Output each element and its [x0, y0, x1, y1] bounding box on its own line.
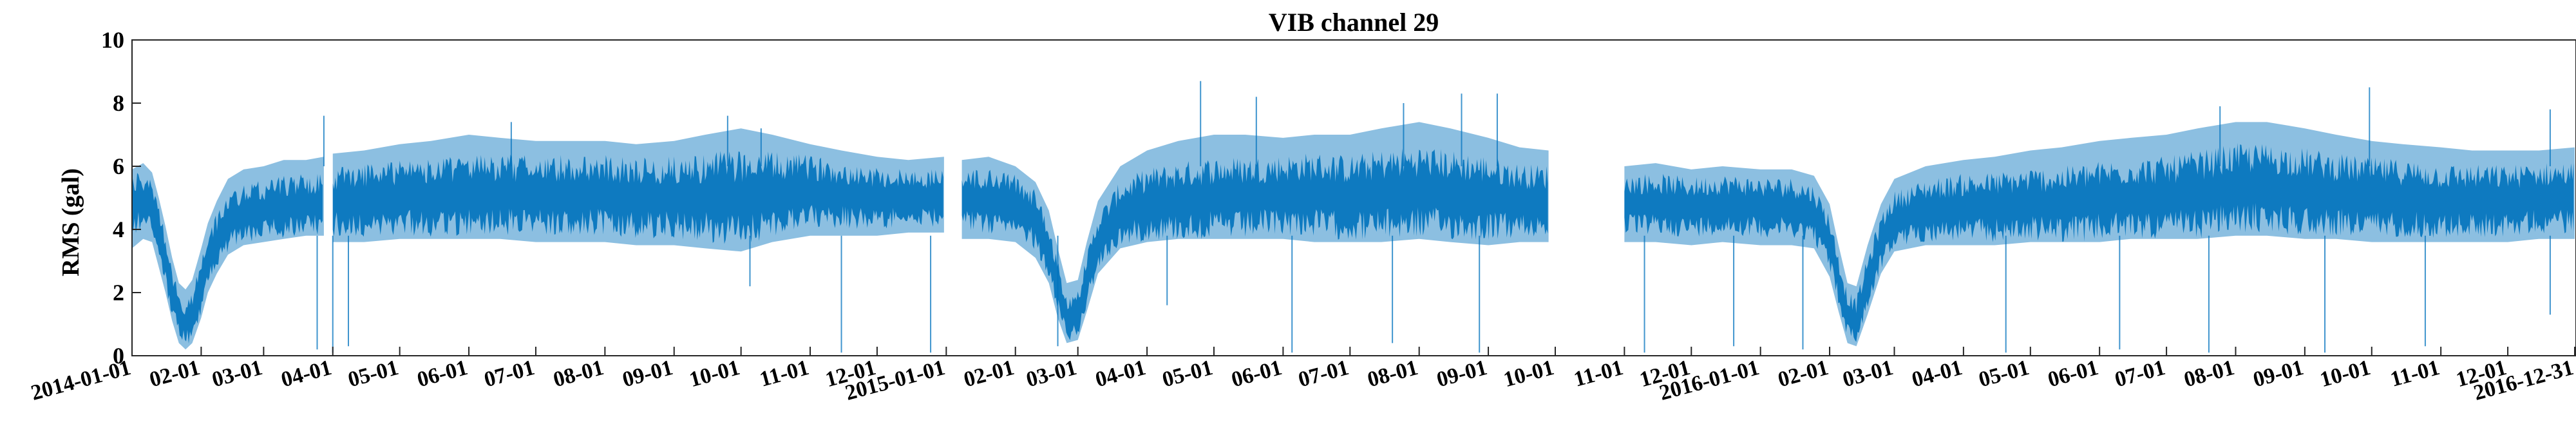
x-tick-label-15: 03-01 [1024, 356, 1079, 392]
x-tick-label-34: 10-01 [2318, 356, 2373, 392]
series-band-segment-3 [961, 122, 1549, 343]
chart-title: VIB channel 29 [1269, 8, 1439, 37]
x-tick-label-22: 10-01 [1501, 356, 1557, 392]
x-tick-label-16: 04-01 [1093, 356, 1148, 392]
x-tick-label-10: 10-01 [687, 356, 743, 392]
y-tick-label-4: 4 [113, 217, 124, 242]
series-dips [316, 235, 2551, 353]
x-tick-label-21: 09-01 [1434, 356, 1490, 392]
plot-area-frame [131, 39, 2576, 356]
x-tick-label-14: 02-01 [961, 356, 1017, 392]
x-tick-label-27: 03-01 [1840, 356, 1895, 392]
x-tick-label-6: 06-01 [415, 356, 470, 392]
x-tick-label-26: 02-01 [1776, 356, 1831, 392]
series-trace-segment-3 [961, 148, 1548, 340]
x-tick-label-7: 07-01 [482, 356, 537, 392]
y-tick-label-0: 0 [113, 343, 124, 369]
x-tick-label-20: 08-01 [1365, 356, 1421, 392]
series-trace-segment-4 [1624, 142, 2574, 342]
x-tick-label-9: 09-01 [620, 356, 676, 392]
x-tick-label-11: 11-01 [757, 356, 811, 392]
series-spikes [323, 81, 2551, 166]
y-tick-label-2: 2 [113, 280, 124, 305]
series-trace-segment-2 [332, 151, 943, 244]
x-tick-label-1: 2014-01-01 [28, 356, 133, 405]
series-trace-segment-1 [132, 173, 323, 344]
x-tick-label-35: 11-01 [2388, 356, 2442, 392]
y-axis: 0 2 4 6 8 10 [101, 27, 141, 369]
x-tick-label-31: 07-01 [2112, 356, 2168, 392]
data-series [132, 81, 2575, 353]
x-tick-label-8: 08-01 [551, 356, 606, 392]
x-tick-label-3: 03-01 [209, 356, 265, 392]
x-tick-label-19: 07-01 [1296, 356, 1351, 392]
x-tick-label-17: 05-01 [1160, 356, 1215, 392]
x-tick-label-32: 08-01 [2181, 356, 2237, 392]
x-tick-label-2: 02-01 [147, 356, 202, 392]
x-tick-label-30: 06-01 [2045, 356, 2101, 392]
x-tick-label-5: 05-01 [346, 356, 401, 392]
y-tick-label-8: 8 [113, 90, 124, 116]
x-tick-label-23: 11-01 [1571, 356, 1625, 392]
x-tick-label-33: 09-01 [2251, 356, 2306, 392]
x-tick-label-4: 04-01 [279, 356, 334, 392]
series-band-segment-4 [1624, 122, 2575, 347]
y-tick-label-10: 10 [101, 27, 124, 53]
y-tick-label-6: 6 [113, 153, 124, 179]
x-tick-label-29: 05-01 [1976, 356, 2032, 392]
x-tick-label-18: 06-01 [1229, 356, 1284, 392]
y-axis-label: RMS (gal) [57, 168, 84, 276]
x-tick-label-28: 04-01 [1909, 356, 1965, 392]
